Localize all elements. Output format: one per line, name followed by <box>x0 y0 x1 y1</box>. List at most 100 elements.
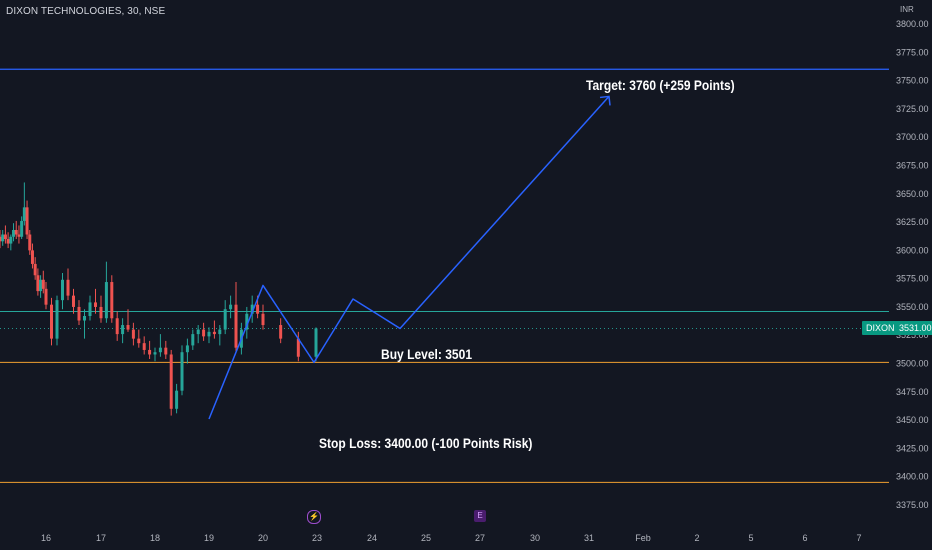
y-axis-tick-label: 3775.00 <box>896 47 929 57</box>
projection-path <box>208 95 610 420</box>
candle-body <box>25 207 29 235</box>
y-axis-tick-label: 3575.00 <box>896 274 929 284</box>
x-axis-tick-label: 20 <box>258 533 268 543</box>
candle-body <box>126 325 130 330</box>
y-axis-tick-label: 3450.00 <box>896 415 929 425</box>
candle-body <box>158 347 162 353</box>
x-axis-tick-label: 16 <box>41 533 51 543</box>
candle-body <box>196 329 200 335</box>
x-axis-tick-label: 17 <box>96 533 106 543</box>
y-axis-tick-label: 3650.00 <box>896 189 929 199</box>
earnings-event-icon[interactable]: E <box>474 510 486 522</box>
candle-body <box>218 329 222 335</box>
candle-body <box>94 302 97 307</box>
candle-body <box>22 207 26 221</box>
candle-body <box>14 229 18 235</box>
candle-body <box>61 279 64 301</box>
candle-body <box>83 315 86 321</box>
buy-annotation[interactable]: Buy Level: 3501 <box>381 346 473 362</box>
candle-body <box>104 282 108 319</box>
candle-body <box>50 304 53 339</box>
x-axis-tick-label: Feb <box>635 533 651 543</box>
y-axis-tick-label: 3375.00 <box>896 500 929 510</box>
candle-body <box>0 236 2 242</box>
current-price-tag: 3531.00 <box>895 321 932 335</box>
candle-body <box>223 309 227 330</box>
y-axis-tick-label: 3750.00 <box>896 76 929 86</box>
candle-body <box>28 234 32 251</box>
candle-body <box>36 275 40 292</box>
candle-body <box>314 328 318 357</box>
y-axis-tick-label: 3800.00 <box>896 19 929 29</box>
candle-body <box>279 325 283 339</box>
candle-body <box>6 239 10 244</box>
x-axis-tick-label: 27 <box>475 533 485 543</box>
x-axis-tick-label: 23 <box>312 533 322 543</box>
candle-body <box>261 313 265 326</box>
candle-body <box>148 349 152 355</box>
candle-body <box>250 304 254 314</box>
y-axis-tick-label: 3700.00 <box>896 132 929 142</box>
candle-body <box>41 279 45 289</box>
candle-body <box>39 279 43 292</box>
candle-body <box>9 236 13 244</box>
x-axis-tick-label: 18 <box>150 533 160 543</box>
x-axis-tick-label: 7 <box>856 533 861 543</box>
x-axis-tick-label: 31 <box>584 533 594 543</box>
candle-body <box>88 302 92 316</box>
y-axis-tick-label: 3425.00 <box>896 443 929 453</box>
candle-body <box>33 263 37 276</box>
candle-body <box>234 304 238 348</box>
y-axis-tick-label: 3725.00 <box>896 104 929 114</box>
candle-body <box>110 282 114 319</box>
candle-body <box>44 288 48 305</box>
candle-body <box>296 338 300 357</box>
candle-body <box>191 334 195 346</box>
candle-body <box>175 390 179 409</box>
candle-body <box>20 220 24 237</box>
flash-event-icon[interactable]: ⚡ <box>307 510 321 524</box>
x-axis-tick-label: 24 <box>367 533 377 543</box>
candle-body <box>17 234 21 237</box>
candle-body <box>245 313 249 330</box>
candle-body <box>137 338 141 344</box>
y-axis-tick-label: 3550.00 <box>896 302 929 312</box>
candle-body <box>72 295 75 307</box>
candle-body <box>131 329 135 339</box>
projection-arrowhead <box>599 95 611 106</box>
candle-body <box>256 304 260 314</box>
candle-body <box>3 234 7 240</box>
candle-body <box>66 279 70 296</box>
candle-body <box>229 304 233 310</box>
y-axis-tick-label: 3500.00 <box>896 359 929 369</box>
candle-body <box>99 306 103 319</box>
candle-body <box>212 331 216 335</box>
x-axis-tick-label: 5 <box>748 533 753 543</box>
target-annotation[interactable]: Target: 3760 (+259 Points) <box>586 77 735 93</box>
x-axis-tick-label: 6 <box>802 533 807 543</box>
candle-body <box>202 329 206 337</box>
y-axis-tick-label: 3525.00 <box>896 330 929 340</box>
y-axis-tick-label: 3400.00 <box>896 472 929 482</box>
candle-body <box>30 250 34 264</box>
candle-body <box>164 347 168 355</box>
y-axis-tick-label: 3600.00 <box>896 245 929 255</box>
candle-body <box>185 345 189 353</box>
x-axis-tick-label: 19 <box>204 533 214 543</box>
candle-body <box>1 234 5 242</box>
candle-body <box>77 306 81 321</box>
candle-body <box>153 352 157 355</box>
candle-body <box>180 352 184 391</box>
stop-annotation[interactable]: Stop Loss: 3400.00 (-100 Points Risk) <box>319 435 533 451</box>
symbol-price-tag: DIXON <box>862 321 899 335</box>
candle-body <box>207 331 211 337</box>
x-axis-tick-label: 30 <box>530 533 540 543</box>
candle-body <box>12 229 16 237</box>
x-axis-tick-label: 25 <box>421 533 431 543</box>
candle-body <box>121 325 125 335</box>
candle-body <box>115 318 119 335</box>
candle-body <box>169 354 173 409</box>
candle-body <box>55 300 59 339</box>
